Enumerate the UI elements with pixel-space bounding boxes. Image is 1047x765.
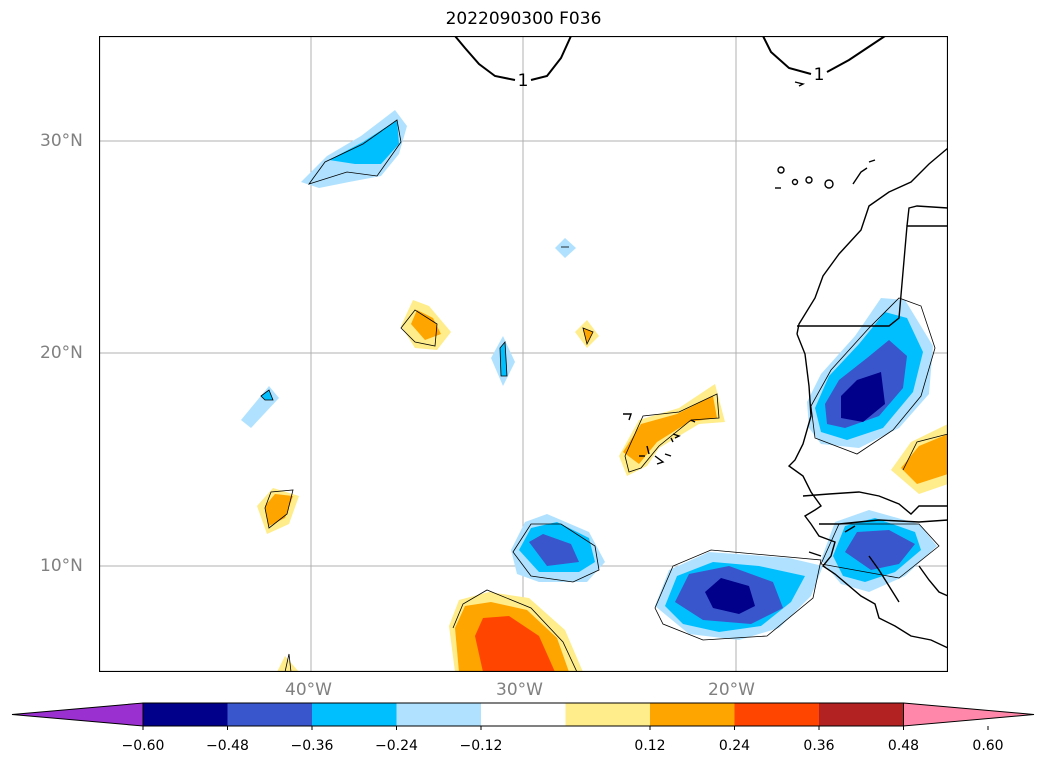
anomaly-blob-south-orange bbox=[449, 589, 583, 672]
colorbar-tick-label: 0.24 bbox=[718, 738, 751, 754]
map-title: 2022090300 F036 bbox=[445, 9, 602, 29]
anomaly-blob-east-orange bbox=[891, 424, 948, 494]
lat-label-20n: 20°N bbox=[40, 343, 83, 363]
colorbar-cell bbox=[143, 703, 228, 726]
colorbar-tick-label: −0.60 bbox=[121, 738, 165, 754]
colorbar-over-arrow bbox=[903, 702, 1035, 727]
lon-label-20w: 20°W bbox=[708, 680, 755, 700]
anomaly-blob-small-yellow bbox=[575, 320, 599, 348]
contour-label: 1 bbox=[518, 71, 529, 91]
colorbar-cell bbox=[312, 703, 397, 726]
lat-label-30n: 30°N bbox=[40, 131, 83, 151]
anomaly-blob-west-africa bbox=[807, 297, 936, 455]
colorbar-cell bbox=[819, 703, 904, 726]
colorbar-under-arrow bbox=[11, 702, 144, 727]
anomaly-blob-small-blue bbox=[555, 238, 576, 258]
colorbar-tick-label: −0.48 bbox=[206, 738, 249, 754]
lon-label-40w: 40°W bbox=[285, 680, 332, 700]
colorbar-tick-label: 0.48 bbox=[887, 738, 920, 754]
lon-label-30w: 30°W bbox=[496, 680, 543, 700]
colorbar-outline bbox=[142, 702, 904, 727]
anomaly-blob-bottom-left bbox=[277, 653, 299, 672]
colorbar-tick-label: 0.60 bbox=[972, 738, 1004, 754]
colorbar-tick-label: −0.36 bbox=[290, 738, 334, 754]
colorbar-cell bbox=[565, 703, 650, 726]
anomaly-blob-cape-verde bbox=[619, 384, 725, 476]
anomaly-blob-narrow-blue bbox=[491, 336, 515, 386]
anomaly-blob-north-west bbox=[301, 110, 407, 188]
anomaly-blob-orange-southwest bbox=[257, 488, 299, 534]
colorbar-cell bbox=[227, 703, 312, 726]
map-border bbox=[99, 36, 948, 672]
lat-label-10n: 10°N bbox=[40, 556, 83, 576]
colorbar-cell bbox=[650, 703, 735, 726]
colorbar-tick-label: 0.12 bbox=[634, 738, 666, 754]
colorbar bbox=[11, 702, 1035, 730]
colorbar-cell bbox=[734, 703, 819, 726]
coastlines bbox=[623, 81, 948, 649]
anomaly-blob-southeast-blue bbox=[654, 549, 823, 641]
anomaly-blob-central-blue bbox=[511, 514, 605, 583]
colorbar-cell bbox=[481, 703, 566, 726]
colorbar-tick-label: 0.36 bbox=[803, 738, 835, 754]
map-panel: 1 1 bbox=[99, 36, 948, 672]
anomaly-blob-guinea bbox=[820, 510, 940, 592]
contour-label: 1 bbox=[814, 65, 825, 85]
anomaly-blob-west-blue bbox=[241, 386, 279, 428]
gridlines bbox=[99, 36, 948, 672]
contour-lines bbox=[454, 36, 886, 81]
anomaly-blob-orange-west bbox=[400, 300, 451, 350]
colorbar-tick-label: −0.12 bbox=[459, 738, 503, 754]
colorbar-tick-label: −0.24 bbox=[375, 738, 418, 754]
colorbar-cell bbox=[396, 703, 481, 726]
